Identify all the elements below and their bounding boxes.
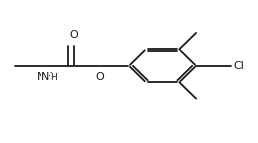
- Text: O: O: [69, 30, 78, 40]
- Text: NH: NH: [37, 72, 53, 82]
- Text: N: N: [41, 72, 49, 82]
- Text: Cl: Cl: [233, 61, 244, 71]
- Text: O: O: [95, 72, 104, 82]
- Text: H: H: [50, 73, 57, 82]
